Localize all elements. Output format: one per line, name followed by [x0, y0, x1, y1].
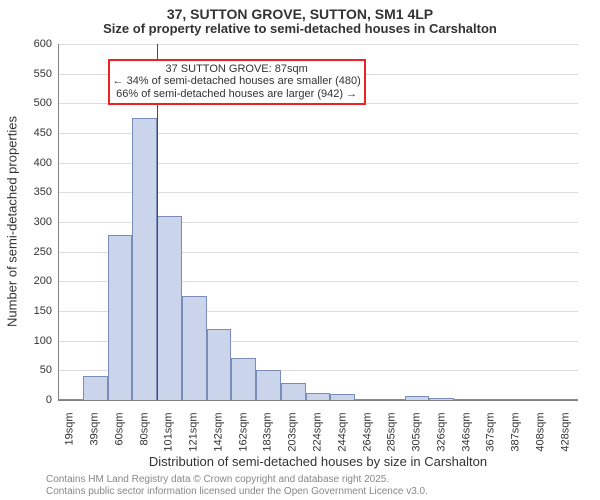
y-tick-label: 250 — [20, 246, 52, 258]
histogram-bar — [132, 118, 157, 400]
histogram-bar — [157, 216, 182, 400]
y-tick-label: 450 — [20, 127, 52, 139]
x-axis-title: Distribution of semi-detached houses by … — [58, 454, 578, 469]
y-tick-label: 150 — [20, 305, 52, 317]
y-tick-label: 50 — [20, 364, 52, 376]
annotation-box: 37 SUTTON GROVE: 87sqm← 34% of semi-deta… — [108, 59, 366, 105]
histogram-bar — [231, 358, 256, 400]
plot-area: 37 SUTTON GROVE: 87sqm← 34% of semi-deta… — [58, 44, 578, 400]
annotation-line: 37 SUTTON GROVE: 87sqm — [113, 63, 361, 76]
y-tick-label: 350 — [20, 186, 52, 198]
histogram-bar — [306, 393, 331, 400]
y-tick-label: 300 — [20, 216, 52, 228]
histogram-bar — [182, 296, 207, 400]
y-tick-label: 200 — [20, 275, 52, 287]
histogram-bar — [256, 370, 281, 400]
x-axis-line — [58, 400, 578, 401]
y-tick-label: 100 — [20, 335, 52, 347]
histogram-bar — [108, 235, 133, 400]
y-tick-label: 400 — [20, 157, 52, 169]
y-tick-label: 0 — [20, 394, 52, 406]
footer-line-2: Contains public sector information licen… — [46, 486, 428, 498]
y-tick-label: 500 — [20, 97, 52, 109]
y-axis-title: Number of semi-detached properties — [5, 44, 20, 400]
grid-line — [58, 44, 578, 45]
chart-area: Number of semi-detached properties 37 SU… — [0, 0, 600, 500]
footer-line-1: Contains HM Land Registry data © Crown c… — [46, 474, 389, 486]
histogram-bar — [207, 329, 232, 400]
annotation-line: ← 34% of semi-detached houses are smalle… — [113, 75, 361, 88]
y-tick-label: 600 — [20, 38, 52, 50]
y-tick-label: 550 — [20, 68, 52, 80]
y-axis-line — [58, 44, 59, 400]
chart-container: 37, SUTTON GROVE, SUTTON, SM1 4LP Size o… — [0, 0, 600, 500]
histogram-bar — [281, 383, 306, 400]
annotation-line: 66% of semi-detached houses are larger (… — [113, 88, 361, 101]
histogram-bar — [83, 376, 108, 400]
